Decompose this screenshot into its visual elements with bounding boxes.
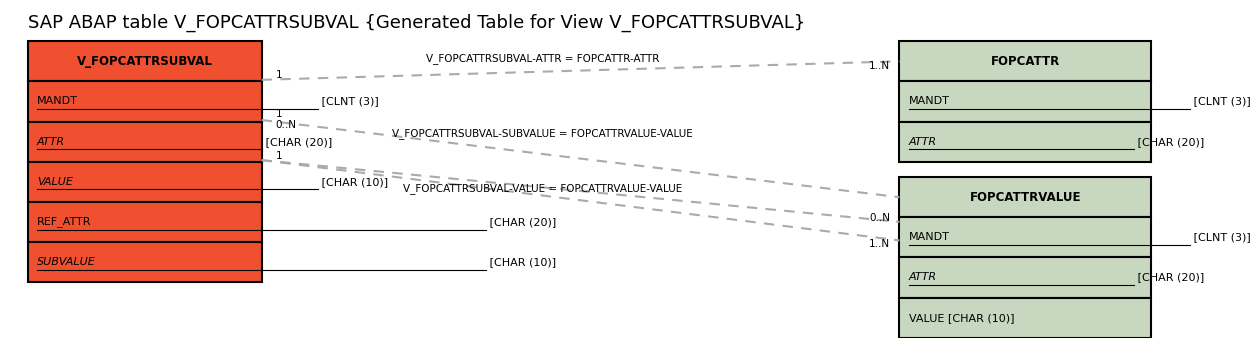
Text: V_FOPCATTRSUBVAL-SUBVALUE = FOPCATTRVALUE-VALUE: V_FOPCATTRSUBVAL-SUBVALUE = FOPCATTRVALU…: [392, 128, 692, 139]
Text: ATTR: ATTR: [909, 272, 936, 283]
Bar: [28, 162, 262, 202]
Text: SAP ABAP table V_FOPCATTRSUBVAL {Generated Table for View V_FOPCATTRSUBVAL}: SAP ABAP table V_FOPCATTRSUBVAL {Generat…: [28, 14, 805, 32]
Bar: [899, 217, 1151, 258]
Bar: [899, 177, 1151, 217]
Text: V_FOPCATTRSUBVAL-ATTR = FOPCATTR-ATTR: V_FOPCATTRSUBVAL-ATTR = FOPCATTR-ATTR: [426, 53, 660, 65]
Text: SUBVALUE: SUBVALUE: [38, 257, 95, 267]
Text: 1..N: 1..N: [869, 239, 890, 249]
Text: V_FOPCATTRSUBVAL: V_FOPCATTRSUBVAL: [76, 55, 213, 68]
Text: 1..N: 1..N: [869, 61, 890, 71]
Text: ATTR: ATTR: [38, 137, 65, 147]
Text: [CHAR (20)]: [CHAR (20)]: [486, 217, 557, 227]
Bar: [899, 41, 1151, 81]
Bar: [28, 202, 262, 242]
Text: MANDT: MANDT: [38, 96, 78, 106]
Text: 0..N: 0..N: [275, 120, 297, 129]
Text: [CHAR (20)]: [CHAR (20)]: [262, 137, 332, 147]
Text: [CLNT (3)]: [CLNT (3)]: [318, 96, 378, 106]
Text: REF_ATTR: REF_ATTR: [38, 216, 91, 227]
Text: MANDT: MANDT: [909, 96, 950, 106]
Text: 0..N: 0..N: [869, 213, 890, 223]
Bar: [899, 297, 1151, 338]
Text: [CLNT (3)]: [CLNT (3)]: [1189, 232, 1251, 242]
Text: [CHAR (10)]: [CHAR (10)]: [318, 177, 388, 187]
Text: 1: 1: [275, 150, 282, 161]
Text: [CLNT (3)]: [CLNT (3)]: [1189, 96, 1251, 106]
Text: 1: 1: [275, 70, 282, 80]
Text: VALUE [CHAR (10)]: VALUE [CHAR (10)]: [909, 313, 1014, 323]
Text: FOPCATTR: FOPCATTR: [990, 55, 1060, 68]
Bar: [899, 122, 1151, 162]
Bar: [28, 81, 262, 122]
Bar: [899, 258, 1151, 297]
Text: VALUE: VALUE: [38, 177, 73, 187]
Bar: [28, 41, 262, 81]
Bar: [899, 81, 1151, 122]
Bar: [28, 242, 262, 282]
Text: [CHAR (20)]: [CHAR (20)]: [1133, 272, 1203, 283]
Text: FOPCATTRVALUE: FOPCATTRVALUE: [969, 191, 1080, 204]
Text: 1: 1: [275, 109, 282, 119]
Bar: [28, 122, 262, 162]
Text: [CHAR (20)]: [CHAR (20)]: [1133, 137, 1203, 147]
Text: MANDT: MANDT: [909, 232, 950, 242]
Text: [CHAR (10)]: [CHAR (10)]: [486, 257, 556, 267]
Text: ATTR: ATTR: [909, 137, 936, 147]
Text: V_FOPCATTRSUBVAL-VALUE = FOPCATTRVALUE-VALUE: V_FOPCATTRSUBVAL-VALUE = FOPCATTRVALUE-V…: [403, 183, 682, 194]
